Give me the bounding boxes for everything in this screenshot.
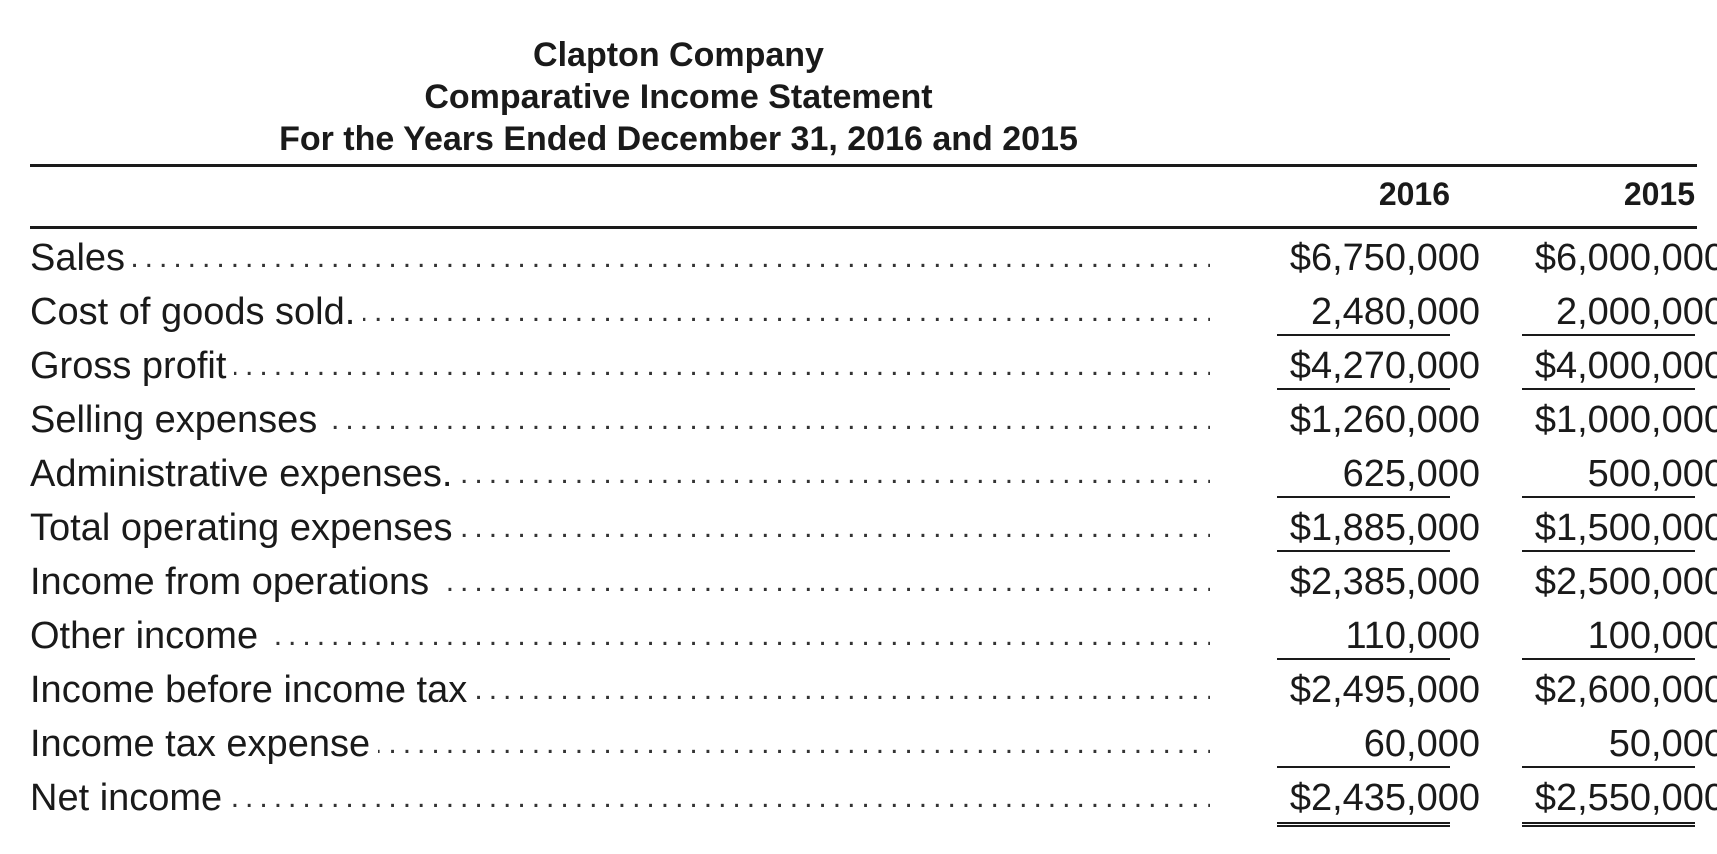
leader-dots: ........................................… (30, 241, 1210, 274)
total-double-underline (1522, 822, 1695, 827)
row-label: Cost of goods sold. (30, 291, 364, 333)
table-row-selling-expenses: ........................................… (30, 393, 1717, 447)
value-2015: $2,600,000 (1534, 669, 1717, 711)
column-header-2016: 2016 (1378, 176, 1450, 212)
value-2016: 110,000 (1345, 615, 1480, 657)
subtotal-underline (1522, 496, 1695, 498)
value-2015: 100,000 (1587, 615, 1717, 657)
table-row-gross-profit: ........................................… (30, 339, 1717, 393)
value-2016: $2,435,000 (1289, 777, 1480, 819)
row-label: Sales (30, 237, 134, 279)
table-row-total-operating-expenses: ........................................… (30, 501, 1717, 555)
value-2015: 2,000,000 (1555, 291, 1717, 333)
value-2016: $2,495,000 (1289, 669, 1480, 711)
table-row-income-tax-expense: ........................................… (30, 717, 1717, 771)
row-label: Administrative expenses. (30, 453, 461, 495)
row-label: Income before income tax (30, 669, 476, 711)
row-label: Net income (30, 777, 231, 819)
subtotal-underline (1277, 766, 1450, 768)
column-header-2015: 2015 (1623, 176, 1695, 212)
row-label: Income tax expense (30, 723, 379, 765)
table-row-income-before-tax: ........................................… (30, 663, 1717, 717)
subtotal-underline (1522, 550, 1695, 552)
subtotal-underline (1522, 766, 1695, 768)
subtotal-underline (1277, 658, 1450, 660)
subtotal-underline (1522, 334, 1695, 336)
value-2015: $2,500,000 (1534, 561, 1717, 603)
table-row-other-income: ........................................… (30, 609, 1717, 663)
subtotal-underline (1277, 496, 1450, 498)
row-label: Gross profit (30, 345, 235, 387)
statement-period: For the Years Ended December 31, 2016 an… (279, 120, 1078, 158)
row-label: Selling expenses (30, 399, 326, 441)
value-2016: $1,885,000 (1289, 507, 1480, 549)
row-label: Total operating expenses (30, 507, 461, 549)
subtotal-underline (1277, 334, 1450, 336)
subtotal-underline (1522, 658, 1695, 660)
table-row-administrative-expenses: ........................................… (30, 447, 1717, 501)
table-row-income-from-operations: ........................................… (30, 555, 1717, 609)
income-statement-table: ........................................… (30, 231, 1717, 825)
subtotal-underline (1277, 550, 1450, 552)
value-2015: $1,000,000 (1534, 399, 1717, 441)
value-2016: 625,000 (1342, 453, 1480, 495)
value-2016: 2,480,000 (1310, 291, 1480, 333)
table-row-net-income: ........................................… (30, 771, 1717, 825)
value-2016: $1,260,000 (1289, 399, 1480, 441)
statement-title: Comparative Income Statement (424, 78, 933, 116)
value-2015: 500,000 (1587, 453, 1717, 495)
value-2015: $6,000,000 (1534, 237, 1717, 279)
value-2015: $2,550,000 (1534, 777, 1717, 819)
table-row-cogs: ........................................… (30, 285, 1717, 339)
header-rule (30, 226, 1697, 229)
total-double-underline (1277, 822, 1450, 827)
subtotal-underline (1277, 388, 1450, 390)
value-2016: $4,270,000 (1289, 345, 1480, 387)
company-name: Clapton Company (533, 36, 824, 74)
row-label: Income from operations (30, 561, 438, 603)
row-label: Other income (30, 615, 267, 657)
subtotal-underline (1522, 388, 1695, 390)
top-rule (30, 164, 1697, 167)
value-2016: $6,750,000 (1289, 237, 1480, 279)
value-2015: $4,000,000 (1534, 345, 1717, 387)
table-row-sales: ........................................… (30, 231, 1717, 285)
value-2015: 50,000 (1608, 723, 1717, 765)
value-2016: 60,000 (1363, 723, 1480, 765)
value-2016: $2,385,000 (1289, 561, 1480, 603)
value-2015: $1,500,000 (1534, 507, 1717, 549)
